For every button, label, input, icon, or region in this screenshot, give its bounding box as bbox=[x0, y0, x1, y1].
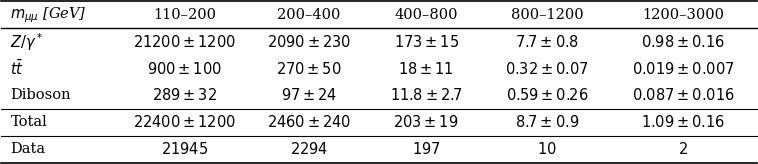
Text: $197$: $197$ bbox=[412, 141, 440, 157]
Text: $2294$: $2294$ bbox=[290, 141, 328, 157]
Text: $270 \pm 50$: $270 \pm 50$ bbox=[277, 61, 342, 77]
Text: $8.7 \pm 0.9$: $8.7 \pm 0.9$ bbox=[515, 114, 579, 130]
Text: $22400 \pm 1200$: $22400 \pm 1200$ bbox=[133, 114, 236, 130]
Text: $t\bar{t}$: $t\bar{t}$ bbox=[11, 59, 24, 78]
Text: $7.7 \pm 0.8$: $7.7 \pm 0.8$ bbox=[515, 34, 579, 50]
Text: $10$: $10$ bbox=[537, 141, 557, 157]
Text: $11.8 \pm 2.7$: $11.8 \pm 2.7$ bbox=[390, 87, 462, 103]
Text: $1.09 \pm 0.16$: $1.09 \pm 0.16$ bbox=[641, 114, 725, 130]
Text: $2460 \pm 240$: $2460 \pm 240$ bbox=[267, 114, 351, 130]
Text: $2090 \pm 230$: $2090 \pm 230$ bbox=[267, 34, 351, 50]
Text: $Z/\gamma^*$: $Z/\gamma^*$ bbox=[11, 31, 44, 52]
Text: $900 \pm 100$: $900 \pm 100$ bbox=[147, 61, 222, 77]
Text: 1200–3000: 1200–3000 bbox=[642, 8, 724, 22]
Text: Diboson: Diboson bbox=[11, 88, 71, 102]
Text: $2$: $2$ bbox=[678, 141, 688, 157]
Text: 110–200: 110–200 bbox=[153, 8, 216, 22]
Text: $21200 \pm 1200$: $21200 \pm 1200$ bbox=[133, 34, 236, 50]
Text: $21945$: $21945$ bbox=[161, 141, 208, 157]
Text: Data: Data bbox=[11, 142, 45, 156]
Text: $173 \pm 15$: $173 \pm 15$ bbox=[393, 34, 459, 50]
Text: $18 \pm 11$: $18 \pm 11$ bbox=[399, 61, 454, 77]
Text: $m_{\mu\mu}$ [GeV]: $m_{\mu\mu}$ [GeV] bbox=[11, 5, 87, 25]
Text: $0.32 \pm 0.07$: $0.32 \pm 0.07$ bbox=[505, 61, 589, 77]
Text: $97 \pm 24$: $97 \pm 24$ bbox=[281, 87, 337, 103]
Text: Total: Total bbox=[11, 115, 47, 129]
Text: $289 \pm 32$: $289 \pm 32$ bbox=[152, 87, 217, 103]
Text: $0.087 \pm 0.016$: $0.087 \pm 0.016$ bbox=[631, 87, 735, 103]
Text: 400–800: 400–800 bbox=[394, 8, 458, 22]
Text: 800–1200: 800–1200 bbox=[511, 8, 584, 22]
Text: $0.98 \pm 0.16$: $0.98 \pm 0.16$ bbox=[641, 34, 725, 50]
Text: $0.59 \pm 0.26$: $0.59 \pm 0.26$ bbox=[506, 87, 588, 103]
Text: $203 \pm 19$: $203 \pm 19$ bbox=[393, 114, 459, 130]
Text: 200–400: 200–400 bbox=[277, 8, 341, 22]
Text: $0.019 \pm 0.007$: $0.019 \pm 0.007$ bbox=[631, 61, 735, 77]
